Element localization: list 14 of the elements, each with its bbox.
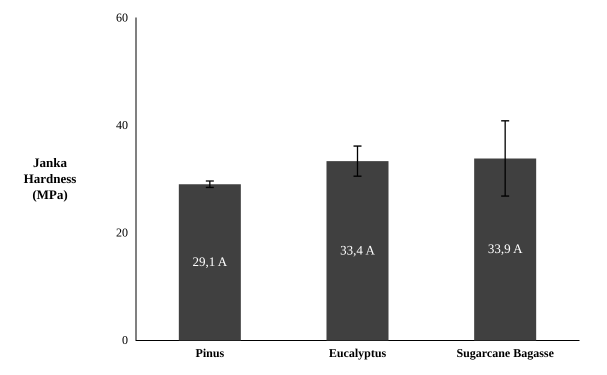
data-label: 33,9 A [488,240,524,256]
y-tick-label: 0 [122,332,128,347]
y-axis-title: Janka Hardness (MPa) [24,154,76,202]
x-tick-label: Sugarcane Bagasse [456,346,555,360]
data-label: 33,4 A [340,242,376,258]
x-tick-label: Pinus [195,346,224,360]
bar [474,158,536,341]
x-tick-label: Eucalyptus [328,346,386,360]
y-tick-label: 60 [116,10,128,24]
bar [178,184,241,341]
y-tick-label: 20 [116,225,128,240]
bar [326,161,389,341]
y-tick-label: 40 [116,118,128,132]
data-label: 29,1 A [192,254,228,269]
